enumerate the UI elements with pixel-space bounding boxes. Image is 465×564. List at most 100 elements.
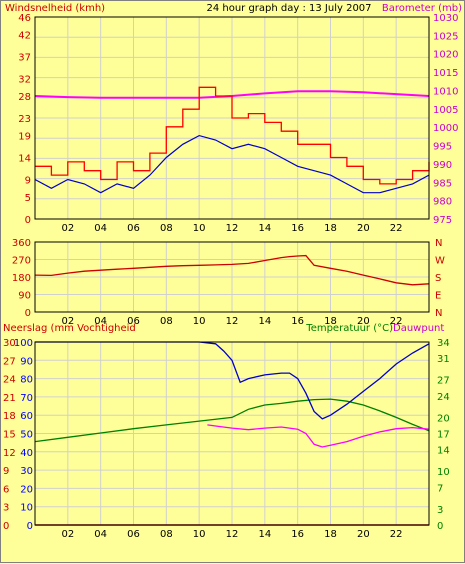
y-tick-label: 90 xyxy=(18,291,31,302)
panel-1-frame xyxy=(34,16,430,220)
temperature-line xyxy=(34,398,430,443)
y-tick-label: 30 xyxy=(20,466,33,477)
x-tick-label: 22 xyxy=(390,316,403,327)
y2-tick-label: 34 xyxy=(437,338,450,349)
y-tick-label: 23 xyxy=(18,114,31,125)
y2-tick-label: 1005 xyxy=(433,105,458,116)
x-tick-label: 18 xyxy=(324,223,337,234)
y2-tick-label: 1020 xyxy=(433,50,458,61)
x-tick-label: 20 xyxy=(357,316,370,327)
x-tick-label: 04 xyxy=(94,223,107,234)
rain-tick-label: 3 xyxy=(3,503,9,514)
y2-tick-label: 975 xyxy=(433,215,452,226)
x-tick-label: 06 xyxy=(127,529,140,540)
graph-title: 24 hour graph day : 13 July 2007 xyxy=(206,3,371,14)
x-tick-label: 16 xyxy=(291,316,304,327)
y-tick-label: 28 xyxy=(18,92,31,103)
rain-tick-label: 24 xyxy=(3,375,16,386)
y2-tick-label: 24 xyxy=(437,392,450,403)
x-tick-label: 16 xyxy=(291,529,304,540)
dewpoint-axis-label: Dauwpunt xyxy=(393,323,444,334)
y-tick-label: 70 xyxy=(20,393,33,404)
x-tick-label: 08 xyxy=(160,223,173,234)
compass-label: W xyxy=(435,256,445,267)
y2-tick-label: 1000 xyxy=(433,123,458,134)
y2-tick-label: 980 xyxy=(433,197,452,208)
temperature-axis-label: Temperatuur (°C) xyxy=(305,323,393,334)
x-tick-label: 20 xyxy=(357,529,370,540)
y2-tick-label: 1015 xyxy=(433,68,458,79)
y2-tick-label: 3 xyxy=(437,505,443,516)
y2-tick-label: 995 xyxy=(433,142,452,153)
y2-tick-label: 7 xyxy=(437,483,443,494)
panel-2-frame xyxy=(34,241,430,313)
y-tick-label: 37 xyxy=(18,53,31,64)
rain-tick-label: 18 xyxy=(3,411,16,422)
y2-tick-label: 20 xyxy=(437,413,450,424)
rain-tick-label: 15 xyxy=(3,430,16,441)
y-tick-label: 10 xyxy=(20,503,33,514)
x-tick-label: 08 xyxy=(160,529,173,540)
wind-gust-line xyxy=(35,86,430,185)
compass-label: S xyxy=(435,273,441,284)
x-tick-label: 22 xyxy=(390,223,403,234)
panel-3-frame xyxy=(34,341,430,526)
x-tick-label: 12 xyxy=(226,223,239,234)
y-tick-label: 50 xyxy=(20,430,33,441)
x-tick-label: 02 xyxy=(61,529,74,540)
rain-tick-label: 6 xyxy=(3,484,9,495)
y-tick-label: 180 xyxy=(12,273,31,284)
x-tick-label: 18 xyxy=(324,316,337,327)
y2-tick-label: 985 xyxy=(433,178,452,189)
compass-label: E xyxy=(435,291,441,302)
y-tick-label: 40 xyxy=(20,448,33,459)
y-tick-label: 100 xyxy=(14,338,33,349)
y-tick-label: 360 xyxy=(12,238,31,249)
x-tick-label: 12 xyxy=(226,316,239,327)
y2-tick-label: 990 xyxy=(433,160,452,171)
x-tick-label: 16 xyxy=(291,223,304,234)
y-tick-label: 80 xyxy=(20,375,33,386)
x-tick-label: 10 xyxy=(193,223,206,234)
x-tick-label: 18 xyxy=(324,529,337,540)
rain-tick-label: 0 xyxy=(3,521,9,532)
y2-tick-label: 1030 xyxy=(433,13,458,24)
rain-tick-label: 21 xyxy=(3,393,16,404)
x-tick-label: 22 xyxy=(390,529,403,540)
y2-tick-label: 0 xyxy=(437,521,443,532)
y2-tick-label: 27 xyxy=(437,376,450,387)
y2-tick-label: 31 xyxy=(437,354,450,365)
x-tick-label: 04 xyxy=(94,316,107,327)
y2-tick-label: 14 xyxy=(437,446,450,457)
y-tick-label: 14 xyxy=(18,154,31,165)
x-tick-label: 20 xyxy=(357,223,370,234)
y-tick-label: 9 xyxy=(25,175,31,186)
wind-direction-line xyxy=(34,254,430,286)
x-tick-label: 04 xyxy=(94,529,107,540)
y-tick-label: 270 xyxy=(12,256,31,267)
x-tick-label: 06 xyxy=(127,223,140,234)
y-tick-label: 0 xyxy=(25,215,31,226)
wind-speed-line xyxy=(34,134,430,194)
y-tick-label: 0 xyxy=(27,521,33,532)
compass-label: N xyxy=(435,308,442,319)
y2-tick-label: 1010 xyxy=(433,86,458,97)
y-tick-label: 90 xyxy=(20,356,33,367)
y-tick-label: 42 xyxy=(18,31,31,42)
y-tick-label: 20 xyxy=(20,484,33,495)
x-tick-label: 02 xyxy=(61,316,74,327)
x-tick-label: 14 xyxy=(258,223,271,234)
compass-label: N xyxy=(435,238,442,249)
x-tick-label: 06 xyxy=(127,316,140,327)
y2-tick-label: 17 xyxy=(437,430,450,441)
x-tick-label: 12 xyxy=(226,529,239,540)
dewpoint-line xyxy=(207,424,430,448)
y-tick-label: 0 xyxy=(25,308,31,319)
wind-axis-label: Windsnelheid (kmh) xyxy=(5,3,105,14)
x-tick-label: 10 xyxy=(193,529,206,540)
x-tick-label: 10 xyxy=(193,316,206,327)
y2-tick-label: 1025 xyxy=(433,31,458,42)
rain-humidity-label: Neerslag (mm Vochtigheid xyxy=(3,323,136,334)
